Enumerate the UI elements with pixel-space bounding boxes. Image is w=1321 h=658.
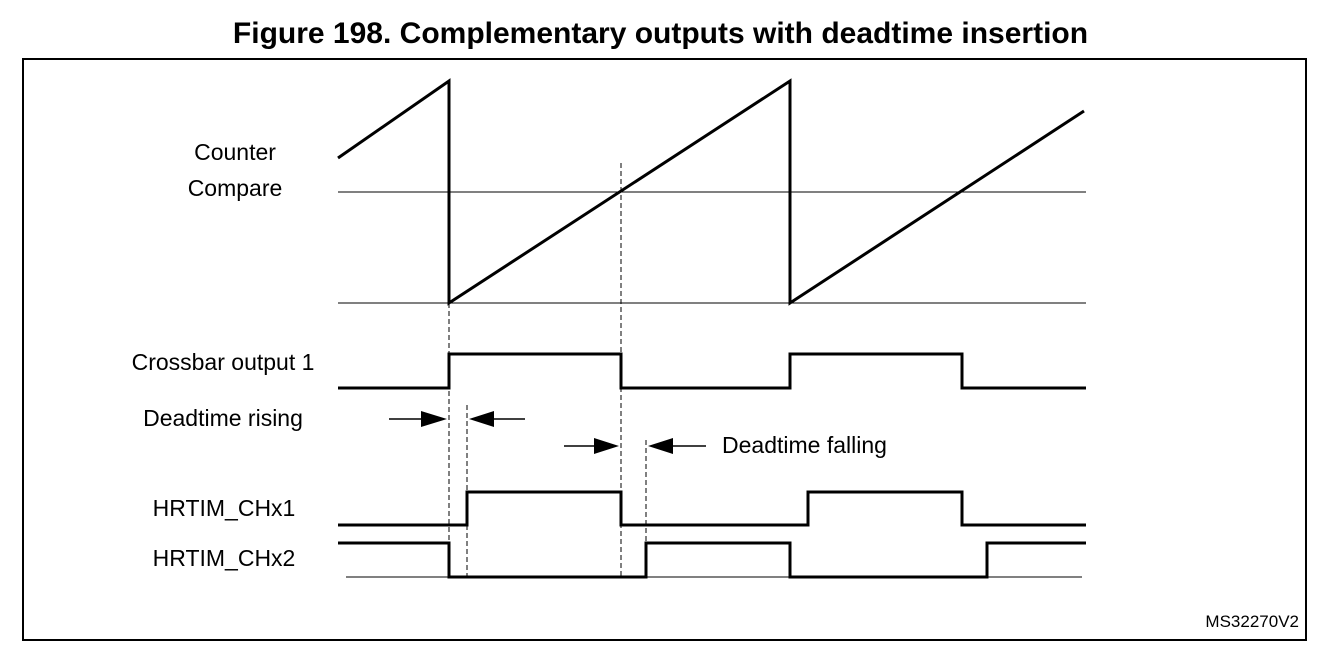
compare-label: Compare — [188, 175, 283, 201]
hrtim-chx1-label: HRTIM_CHx1 — [153, 495, 296, 521]
dashed-guide-lines — [448, 163, 647, 577]
crossbar-output-1-waveform — [338, 352, 1086, 390]
deadtime-falling-right-arrowhead — [648, 438, 673, 454]
deadtime-rising-left-arrowhead — [421, 411, 447, 427]
figure-title: Figure 198. Complementary outputs with d… — [232, 17, 1089, 50]
deadtime-rising-right-arrowhead — [469, 411, 494, 427]
crossbar-output-1-label: Crossbar output 1 — [132, 349, 315, 375]
figure-reference: MS32270V2 — [1205, 612, 1299, 631]
hrtim-chx1-waveform — [338, 490, 1086, 527]
hrtim-chx2-waveform — [338, 541, 1086, 579]
counter-sawtooth — [337, 78, 1085, 306]
deadtime-falling-label: Deadtime falling — [722, 432, 887, 458]
counter-label: Counter — [194, 139, 276, 165]
deadtime-rising-label: Deadtime rising — [143, 405, 303, 431]
deadtime-falling-left-arrowhead — [594, 438, 619, 454]
figure-frame — [22, 58, 1307, 641]
hrtim-chx2-label: HRTIM_CHx2 — [153, 545, 296, 571]
